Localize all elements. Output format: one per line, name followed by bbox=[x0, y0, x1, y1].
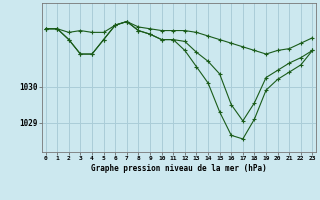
X-axis label: Graphe pression niveau de la mer (hPa): Graphe pression niveau de la mer (hPa) bbox=[91, 164, 267, 173]
